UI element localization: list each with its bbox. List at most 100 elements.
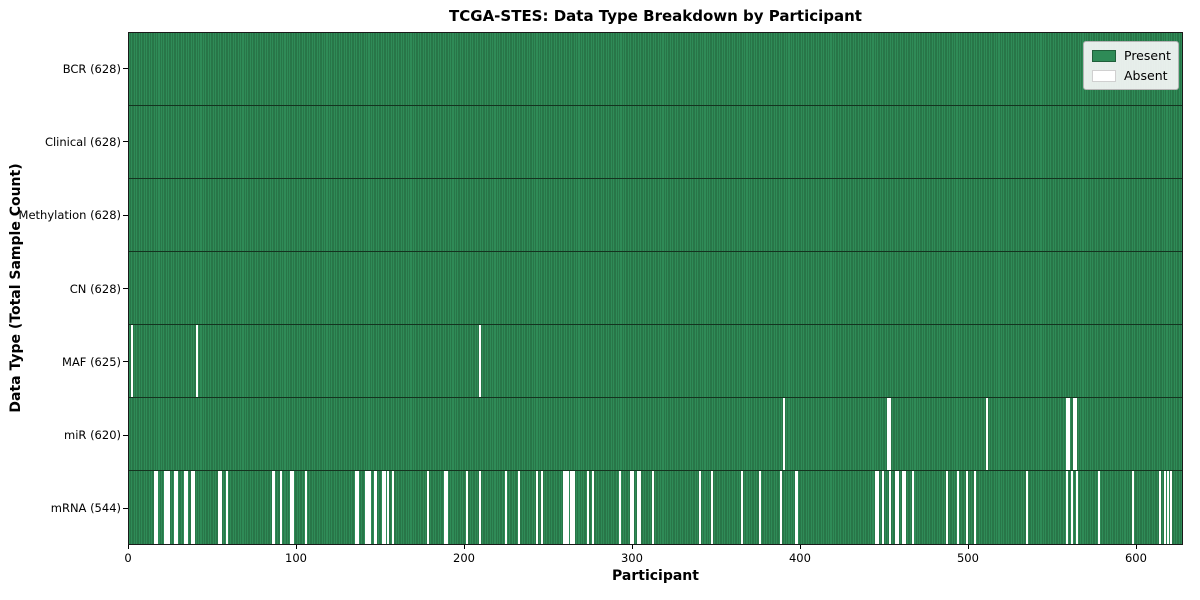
x-axis-label: Participant xyxy=(612,568,699,584)
x-tick-label-300: 300 xyxy=(620,551,643,565)
absent-stripe xyxy=(591,471,594,544)
absent-stripe xyxy=(392,471,395,544)
absent-stripe xyxy=(1163,471,1166,544)
y-tick-label-Methylation: Methylation (628) xyxy=(18,208,121,223)
absent-stripe xyxy=(504,471,507,544)
y-tick-label-Clinical: Clinical (628) xyxy=(44,134,121,149)
absent-stripe xyxy=(1073,398,1075,470)
x-tick-mark xyxy=(1135,545,1137,549)
absent-stripe xyxy=(875,471,878,544)
absent-stripe xyxy=(536,471,539,544)
heatmap-row-CN xyxy=(129,252,1182,325)
absent-stripe xyxy=(186,471,188,544)
absent-stripe xyxy=(373,471,376,544)
absent-stripe xyxy=(165,471,168,544)
absent-stripe xyxy=(632,471,635,544)
y-axis-tick-marks xyxy=(123,32,128,545)
absent-stripe xyxy=(796,471,799,544)
y-axis-label: Data Type (Total Sample Count) xyxy=(8,163,24,413)
absent-stripe xyxy=(563,471,566,544)
absent-stripe xyxy=(164,471,167,544)
x-tick-mark xyxy=(295,545,297,549)
y-tick-label-miR: miR (620) xyxy=(64,428,121,443)
heatmap-row-Methylation xyxy=(129,179,1182,252)
absent-stripe xyxy=(174,471,177,544)
absent-stripe xyxy=(985,398,988,470)
absent-stripe xyxy=(479,325,482,397)
absent-stripe xyxy=(586,471,589,544)
chart-title: TCGA-STES: Data Type Breakdown by Partic… xyxy=(449,7,862,25)
absent-stripe xyxy=(618,471,621,544)
x-tick-mark xyxy=(128,545,129,549)
absent-stripe xyxy=(945,471,948,544)
absent-stripe xyxy=(901,471,904,544)
absent-stripe xyxy=(1074,398,1077,470)
legend-item-present: Present xyxy=(1092,48,1171,63)
absent-stripe xyxy=(130,325,133,397)
heatmap-row-miR xyxy=(129,398,1182,471)
y-tick-mark xyxy=(123,361,128,363)
absent-stripe xyxy=(518,471,520,544)
absent-stripe xyxy=(167,471,170,544)
absent-stripe xyxy=(1158,471,1161,544)
y-tick-label-CN: CN (628) xyxy=(69,281,121,296)
absent-stripe xyxy=(652,471,655,544)
x-tick-label-200: 200 xyxy=(453,551,475,565)
x-tick-mark xyxy=(799,545,801,549)
y-tick-mark xyxy=(123,288,128,289)
absent-stripe xyxy=(571,471,574,544)
x-tick-label-600: 600 xyxy=(1124,551,1147,565)
absent-stripe xyxy=(289,471,292,544)
absent-stripe xyxy=(466,471,469,544)
y-tick-label-MAF: MAF (625) xyxy=(62,354,121,369)
y-tick-mark xyxy=(123,434,128,436)
absent-stripe xyxy=(305,471,308,544)
absent-stripe xyxy=(903,471,906,544)
legend-label: Absent xyxy=(1124,68,1168,83)
absent-stripe xyxy=(444,471,447,544)
absent-stripe xyxy=(192,471,195,544)
absent-stripe xyxy=(367,471,370,544)
x-tick-mark xyxy=(631,545,633,549)
x-tick-mark xyxy=(463,545,465,549)
plot-area xyxy=(128,32,1183,545)
absent-stripe xyxy=(638,471,641,544)
absent-stripe xyxy=(375,471,378,544)
absent-stripe xyxy=(427,471,430,544)
absent-stripe xyxy=(881,471,884,544)
x-tick-label-400: 400 xyxy=(788,551,811,565)
x-tick-label-0: 0 xyxy=(124,551,132,565)
absent-stripe xyxy=(896,471,899,544)
absent-stripe xyxy=(1066,471,1069,544)
absent-stripe xyxy=(191,471,194,544)
absent-stripe xyxy=(710,471,713,544)
absent-stripe xyxy=(368,471,371,544)
heatmap-row-BCR xyxy=(129,33,1182,106)
absent-stripe xyxy=(387,471,390,544)
absent-stripe xyxy=(1098,471,1101,544)
absent-stripe xyxy=(382,471,385,544)
absent-stripe xyxy=(1166,471,1169,544)
heatmap-row-MAF xyxy=(129,325,1182,398)
legend-label: Present xyxy=(1124,48,1171,63)
absent-stripe xyxy=(357,471,360,544)
absent-stripe xyxy=(876,471,879,544)
absent-stripe xyxy=(566,471,569,544)
absent-stripe xyxy=(271,471,274,544)
absent-stripe xyxy=(957,471,960,544)
absent-stripe xyxy=(564,471,567,544)
y-axis-tick-labels: BCR (628) Clinical (628) Methylation (628)… xyxy=(0,32,121,545)
heatmap-row-mRNA xyxy=(129,471,1182,544)
absent-stripe xyxy=(279,471,282,544)
absent-stripe xyxy=(196,325,199,397)
y-tick-mark xyxy=(123,507,128,509)
y-tick-mark xyxy=(123,141,128,143)
absent-stripe xyxy=(1067,398,1070,470)
absent-stripe xyxy=(974,471,977,544)
absent-stripe xyxy=(1071,471,1074,544)
absent-stripe xyxy=(573,471,576,544)
y-tick-mark xyxy=(123,68,128,70)
absent-stripe xyxy=(184,471,187,544)
absent-stripe xyxy=(1076,471,1079,544)
y-tick-label-mRNA: mRNA (544) xyxy=(50,501,121,516)
